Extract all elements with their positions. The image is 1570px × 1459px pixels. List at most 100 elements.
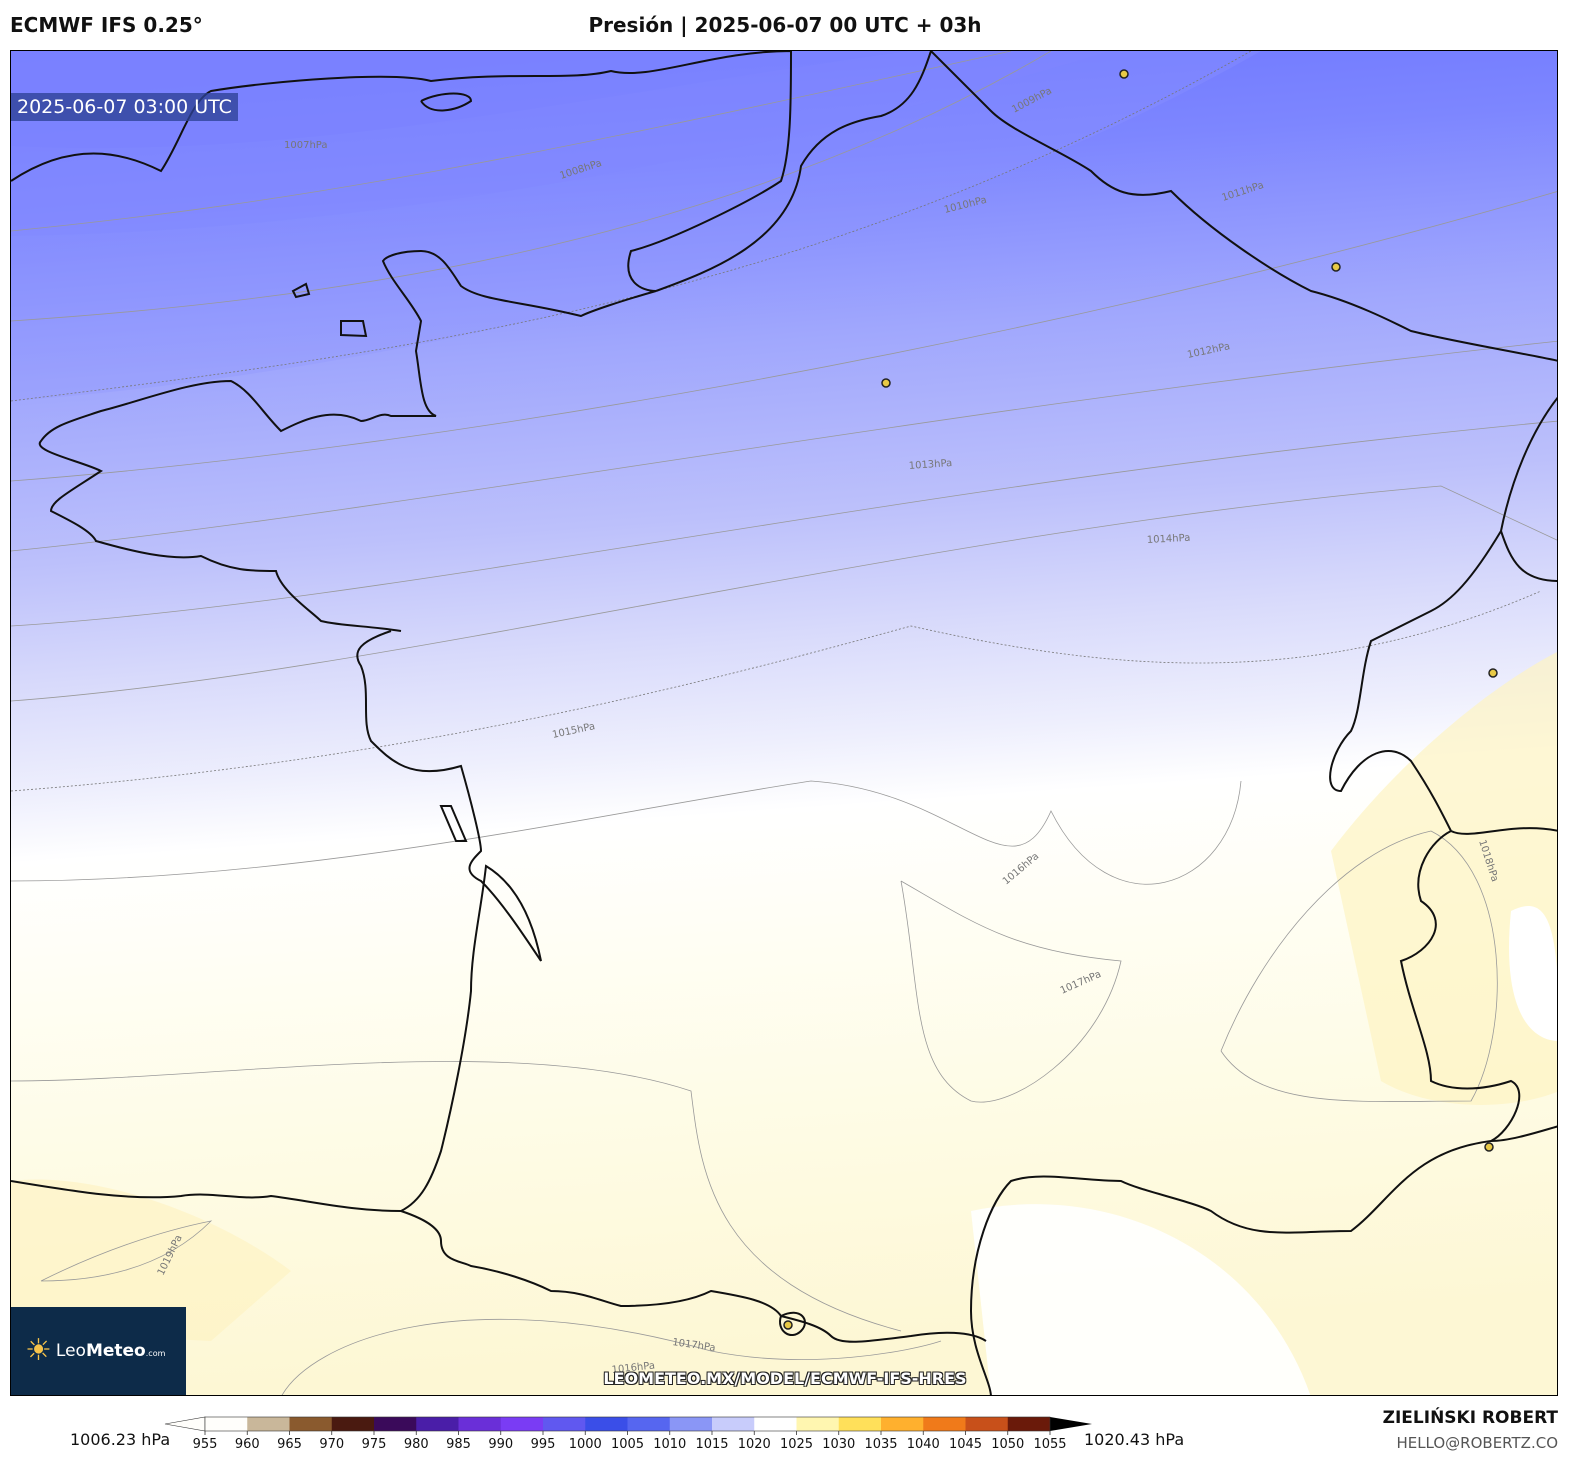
coastline-mediterranean — [969, 1140, 1492, 1395]
pressure-map[interactable]: 1007hPa 1008hPa 1009hPa 1010hPa 1011hPa … — [10, 50, 1558, 1396]
border-germany — [1329, 396, 1557, 835]
colorbar-tick-label: 1020 — [738, 1437, 771, 1452]
high-zone-sw — [11, 1179, 291, 1341]
valid-time-badge: 2025-06-07 03:00 UTC — [11, 93, 238, 121]
colorbar-segment — [923, 1417, 966, 1431]
border-east — [930, 51, 1557, 362]
colorbar-segment — [627, 1417, 671, 1431]
sun-icon: ☀ — [25, 1333, 52, 1368]
island-wight — [420, 92, 473, 112]
high-zone-east — [1331, 652, 1557, 1105]
isobar-label: 1013hPa — [908, 458, 952, 472]
isobar-label: 1016hPa — [611, 1360, 655, 1375]
colorbar-tick-label: 1050 — [991, 1437, 1024, 1452]
border-spain — [11, 1180, 987, 1343]
isobar-1010-ref — [11, 51, 1252, 402]
colorbar-segment — [838, 1417, 882, 1431]
colorbar-segment — [331, 1417, 375, 1431]
colorbar-tick-label: 1000 — [569, 1437, 602, 1452]
island-channel-2 — [291, 282, 311, 299]
city-marker[interactable] — [1331, 262, 1341, 272]
coastline-uk — [11, 51, 792, 632]
colorbar-segment — [205, 1417, 248, 1431]
author-name: ZIELIŃSKI ROBERT — [1382, 1408, 1558, 1428]
colorbar-min-label: 1006.23 hPa — [70, 1430, 171, 1449]
colorbar-tick-label: 965 — [277, 1437, 302, 1452]
isobar-1018-sw — [11, 1061, 902, 1332]
colorbar-tick-label: 1045 — [949, 1437, 982, 1452]
colorbar-segment — [1007, 1417, 1051, 1431]
colorbar-tick-label: 1055 — [1033, 1437, 1066, 1452]
city-marker[interactable] — [783, 1320, 793, 1330]
coastline-france-north — [655, 51, 932, 292]
colorbar-tick-label: 1015 — [695, 1437, 728, 1452]
isobar-label: 1014hPa — [1147, 533, 1191, 546]
colorbar-segment — [289, 1417, 333, 1431]
city-marker[interactable] — [1119, 69, 1129, 79]
colorbar-segment — [543, 1417, 586, 1431]
isobar-1017-east — [1220, 830, 1498, 1103]
low-zone-se — [971, 1204, 1311, 1395]
leometeo-logo[interactable]: ☀ LeoMeteo.com — [11, 1307, 186, 1395]
source-watermark: LEOMETEO.MX/MODEL/ECMWF-IFS-HRES — [603, 1369, 967, 1388]
isobar-1016 — [11, 780, 1242, 885]
colorbar-segment — [965, 1417, 1009, 1431]
isobar-1011 — [11, 191, 1557, 482]
isobar-1017 — [900, 880, 1122, 1103]
border-alps — [1399, 830, 1521, 1142]
colorbar-segment — [416, 1417, 459, 1431]
isobar-1016-se — [281, 1319, 942, 1395]
colorbar-tick-label: 990 — [488, 1437, 513, 1452]
isobar-label: 1007hPa — [284, 140, 328, 151]
model-name: ECMWF IFS 0.25° — [10, 13, 203, 37]
colorbar-segment — [458, 1417, 502, 1431]
band-1010 — [11, 51, 1261, 401]
colorbar-tick-label: 1025 — [780, 1437, 813, 1452]
isobar-1015-ref — [11, 590, 1542, 792]
colorbar-segment — [669, 1417, 713, 1431]
colorbar-tick-label: 1010 — [653, 1437, 686, 1452]
colorbar-max-label: 1020.43 hPa — [1084, 1430, 1185, 1449]
colorbar-segment — [585, 1417, 628, 1431]
colorbar-tick-label: 975 — [362, 1437, 387, 1452]
colorbar-arrow-left — [164, 1416, 206, 1432]
colorbar-tick-label: 1040 — [907, 1437, 940, 1452]
colorbar-arrow-right — [1050, 1417, 1092, 1431]
colorbar-segment — [796, 1417, 840, 1431]
colorbar-segment — [881, 1417, 924, 1431]
isobar-1012 — [11, 340, 1557, 552]
band-1009 — [11, 51, 1111, 236]
coastline-med-east — [1490, 1125, 1557, 1142]
city-marker[interactable] — [881, 378, 891, 388]
author-email[interactable]: HELLO@ROBERTZ.CO — [1396, 1434, 1558, 1452]
isobar-1019-sw — [40, 1220, 213, 1282]
colorbar-tick-label: 1030 — [822, 1437, 855, 1452]
isobar-1007 — [11, 51, 1012, 232]
colorbar-tick-label: 995 — [531, 1437, 556, 1452]
colorbar-segment — [247, 1417, 290, 1431]
colorbar-tick-label: 980 — [404, 1437, 429, 1452]
colorbar-tick-label: 960 — [235, 1437, 260, 1452]
colorbar-segment — [500, 1417, 544, 1431]
city-marker[interactable] — [1484, 1142, 1494, 1152]
logo-text: LeoMeteo.com — [55, 1341, 166, 1361]
isobar-1013 — [11, 420, 1557, 627]
colorbar-tick-label: 1005 — [611, 1437, 644, 1452]
coastline-france-west — [356, 630, 542, 1212]
colorbar-segment — [374, 1417, 417, 1431]
island-channel-1 — [340, 320, 368, 338]
pressure-field — [11, 51, 1557, 1395]
map-title: Presión | 2025-06-07 00 UTC + 03h — [588, 13, 982, 37]
colorbar-segment — [712, 1417, 755, 1431]
colorbar-tick-label: 970 — [319, 1437, 344, 1452]
colorbar-segment — [754, 1417, 797, 1431]
colorbar-tick-label: 985 — [446, 1437, 471, 1452]
isobar-1008 — [11, 51, 1052, 322]
colorbar-tick-label: 955 — [193, 1437, 218, 1452]
map-canvas: 1007hPa 1008hPa 1009hPa 1010hPa 1011hPa … — [11, 51, 1557, 1395]
colorbar: 955 960 965 970 975 980 985 990 995 1000 1005 1010 1… — [164, 1416, 1092, 1452]
low-zone-east — [1509, 906, 1557, 1041]
band-1008 — [11, 51, 911, 149]
island-andorra — [779, 1311, 806, 1336]
city-marker[interactable] — [1488, 668, 1498, 678]
